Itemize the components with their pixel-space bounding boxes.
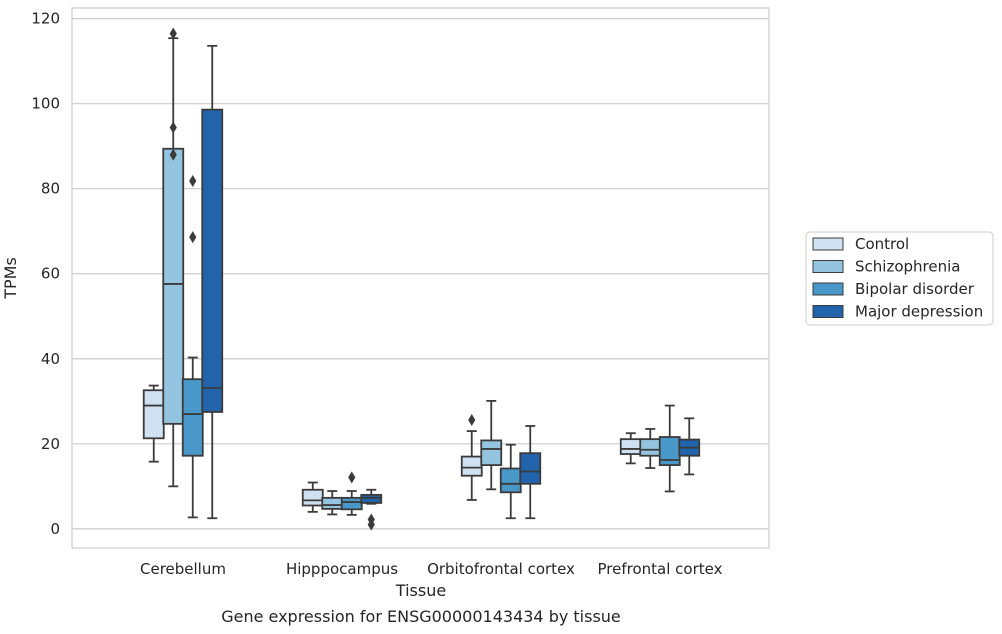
x-tick-label: Orbitofrontal cortex (427, 560, 575, 578)
box-body (519, 452, 542, 485)
outlier-point (169, 27, 177, 40)
legend-label: Schizophrenia (855, 258, 960, 276)
outlier-point (189, 175, 197, 188)
box-major-depression (360, 488, 383, 531)
plot-frame (71, 7, 770, 549)
box-schizophrenia (639, 428, 662, 469)
box-control (619, 432, 642, 465)
box-major-depression (519, 425, 542, 520)
chart-title: Gene expression for ENSG00000143434 by t… (221, 607, 621, 626)
outlier-point (169, 121, 177, 134)
y-tick-label: 120 (31, 10, 60, 28)
box-body (181, 378, 204, 457)
box-body (480, 439, 503, 466)
outlier-point (169, 148, 177, 161)
x-tick-label: Hipppocampus (286, 560, 398, 578)
box-bipolar-disorder (658, 404, 681, 493)
box-body (460, 455, 483, 477)
plot-area (142, 27, 701, 531)
y-tick-label: 80 (41, 180, 60, 198)
legend-label: Control (855, 235, 909, 253)
x-tick-label: Prefrontal cortex (598, 560, 723, 578)
box-body (321, 496, 344, 510)
box-control (460, 414, 483, 501)
legend-swatch (812, 237, 844, 251)
y-axis-ticks: 0 20 40 60 80 100 120 (31, 10, 60, 538)
legend-frame (805, 231, 994, 326)
outlier-point (367, 513, 375, 526)
legend: Control Schizophrenia Bipolar disorder Majo… (805, 231, 994, 326)
box-schizophrenia (480, 399, 503, 491)
box-body (340, 496, 363, 511)
box-body (639, 438, 662, 457)
y-tick-label: 60 (41, 265, 60, 283)
box-bipolar-disorder (181, 175, 204, 519)
box-body (499, 467, 522, 494)
legend-swatch (812, 305, 844, 318)
legend-label: Bipolar disorder (855, 280, 975, 298)
y-axis-label: TPMs (1, 257, 20, 300)
box-body (360, 493, 383, 504)
box-schizophrenia (162, 27, 185, 488)
outlier-point (468, 414, 476, 427)
y-tick-label: 40 (41, 350, 60, 368)
y-tick-label: 100 (31, 95, 60, 113)
legend-swatch (812, 282, 844, 296)
box-body (619, 438, 642, 455)
box-body (142, 389, 165, 440)
y-tick-label: 0 (50, 520, 60, 538)
box-body (201, 108, 224, 413)
box-schizophrenia (321, 490, 344, 516)
box-control (142, 384, 165, 463)
outlier-point (348, 471, 356, 484)
x-axis-label: Tissue (395, 581, 446, 600)
y-tick-label: 20 (41, 435, 60, 453)
outlier-point (189, 231, 197, 244)
box-major-depression (201, 44, 224, 520)
box-major-depression (678, 417, 701, 476)
legend-label: Major depression (855, 303, 983, 321)
x-tick-label: Cerebellum (140, 560, 226, 578)
box-bipolar-disorder (499, 443, 522, 520)
box-body (162, 147, 185, 425)
x-axis-ticks: Cerebellum Hipppocampus Orbitofrontal cort… (140, 560, 723, 578)
legend-swatch (812, 260, 844, 273)
box-body (301, 488, 324, 507)
